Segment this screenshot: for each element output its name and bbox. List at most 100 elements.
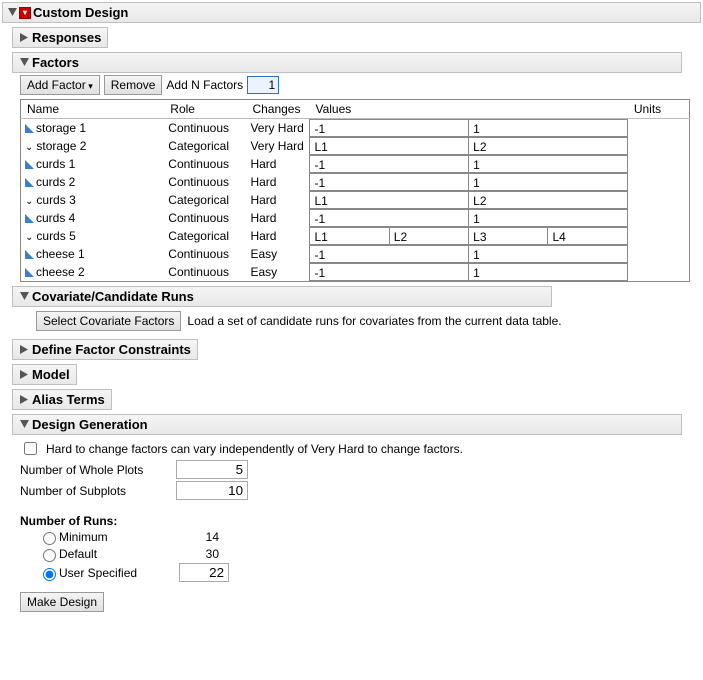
value-cell[interactable]: L3 (468, 227, 547, 245)
factor-row[interactable]: curds 2ContinuousHard-11 (21, 173, 690, 191)
runs-radio[interactable] (43, 549, 56, 562)
design-gen-header[interactable]: Design Generation (12, 414, 682, 435)
covariate-hint: Load a set of candidate runs for covaria… (187, 314, 561, 328)
value-cell[interactable]: L2 (389, 227, 468, 245)
factor-changes-cell[interactable]: Hard (246, 191, 309, 209)
vary-independently-checkbox[interactable] (24, 442, 37, 455)
factor-role-cell[interactable]: Continuous (164, 119, 246, 138)
factor-units-cell[interactable] (628, 137, 690, 155)
value-cell[interactable]: 1 (468, 173, 628, 191)
factor-name-cell[interactable]: curds 2 (21, 173, 165, 191)
categorical-icon: ⌄ (25, 196, 33, 207)
value-cell[interactable]: -1 (309, 173, 468, 191)
factor-units-cell[interactable] (628, 209, 690, 227)
disclosure-open-icon[interactable] (19, 292, 29, 302)
disclosure-closed-icon[interactable] (19, 345, 29, 355)
add-factor-dropdown[interactable]: Add Factor (20, 75, 100, 95)
make-design-button[interactable]: Make Design (20, 592, 104, 612)
factor-name-cell[interactable]: cheese 2 (21, 263, 165, 282)
disclosure-open-icon[interactable] (19, 58, 29, 68)
runs-heading: Number of Runs: (20, 514, 701, 528)
main-panel-header[interactable]: ▾ Custom Design (2, 2, 701, 23)
factor-units-cell[interactable] (628, 173, 690, 191)
value-cell[interactable]: -1 (309, 263, 468, 281)
factor-row[interactable]: ⌄curds 3CategoricalHardL1L2 (21, 191, 690, 209)
factor-role-cell[interactable]: Categorical (164, 137, 246, 155)
factor-units-cell[interactable] (628, 263, 690, 282)
value-cell[interactable]: L1 (309, 227, 388, 245)
factor-row[interactable]: cheese 1ContinuousEasy-11 (21, 245, 690, 263)
factor-row[interactable]: curds 4ContinuousHard-11 (21, 209, 690, 227)
factor-units-cell[interactable] (628, 245, 690, 263)
value-cell[interactable]: 1 (468, 155, 628, 173)
whole-plots-input[interactable] (176, 460, 248, 479)
factor-name-cell[interactable]: curds 1 (21, 155, 165, 173)
runs-radio[interactable] (43, 532, 56, 545)
factor-role-cell[interactable]: Continuous (164, 245, 246, 263)
value-cell[interactable]: L1 (309, 191, 468, 209)
factor-name-cell[interactable]: ⌄curds 5 (21, 227, 165, 245)
disclosure-open-icon[interactable] (19, 420, 29, 430)
value-cell[interactable]: -1 (309, 119, 468, 137)
factor-row[interactable]: ⌄curds 5CategoricalHardL1L2L3L4 (21, 227, 690, 245)
remove-button[interactable]: Remove (104, 75, 163, 95)
value-cell[interactable]: -1 (309, 245, 468, 263)
factor-units-cell[interactable] (628, 155, 690, 173)
factor-role-cell[interactable]: Continuous (164, 209, 246, 227)
factor-row[interactable]: storage 1ContinuousVery Hard-11 (21, 119, 690, 138)
runs-radio[interactable] (43, 568, 56, 581)
factor-role-cell[interactable]: Continuous (164, 155, 246, 173)
factor-row[interactable]: cheese 2ContinuousEasy-11 (21, 263, 690, 282)
factor-name-cell[interactable]: ⌄curds 3 (21, 191, 165, 209)
add-n-input[interactable] (247, 76, 279, 94)
value-cell[interactable]: L4 (547, 227, 627, 245)
factor-role-cell[interactable]: Continuous (164, 263, 246, 282)
value-cell[interactable]: 1 (468, 263, 628, 281)
value-cell[interactable]: L2 (468, 137, 628, 155)
factor-changes-cell[interactable]: Very Hard (246, 137, 309, 155)
continuous-icon (25, 250, 34, 259)
factor-units-cell[interactable] (628, 227, 690, 245)
alias-header[interactable]: Alias Terms (12, 389, 112, 410)
value-cell[interactable]: L2 (468, 191, 628, 209)
factor-changes-cell[interactable]: Easy (246, 263, 309, 282)
value-cell[interactable]: -1 (309, 155, 468, 173)
select-covariate-button[interactable]: Select Covariate Factors (36, 311, 181, 331)
subplots-input[interactable] (176, 481, 248, 500)
factor-row[interactable]: ⌄storage 2CategoricalVery HardL1L2 (21, 137, 690, 155)
user-specified-runs-input[interactable] (179, 563, 229, 582)
disclosure-closed-icon[interactable] (19, 370, 29, 380)
col-role: Role (164, 100, 246, 119)
factor-name-cell[interactable]: storage 1 (21, 119, 165, 138)
factor-changes-cell[interactable]: Hard (246, 209, 309, 227)
value-cell[interactable]: -1 (309, 209, 468, 227)
factor-changes-cell[interactable]: Hard (246, 173, 309, 191)
factor-changes-cell[interactable]: Hard (246, 155, 309, 173)
constraints-header[interactable]: Define Factor Constraints (12, 339, 198, 360)
factor-changes-cell[interactable]: Easy (246, 245, 309, 263)
disclosure-closed-icon[interactable] (19, 395, 29, 405)
factor-role-cell[interactable]: Continuous (164, 173, 246, 191)
factor-name-cell[interactable]: ⌄storage 2 (21, 137, 165, 155)
red-triangle-menu-icon[interactable]: ▾ (19, 7, 31, 19)
factors-header[interactable]: Factors (12, 52, 682, 73)
value-cell[interactable]: L1 (309, 137, 468, 155)
value-cell[interactable]: 1 (468, 119, 628, 137)
factor-changes-cell[interactable]: Very Hard (246, 119, 309, 138)
model-header[interactable]: Model (12, 364, 77, 385)
disclosure-open-icon[interactable] (7, 8, 17, 18)
responses-header[interactable]: Responses (12, 27, 108, 48)
factor-units-cell[interactable] (628, 119, 690, 138)
factor-role-cell[interactable]: Categorical (164, 191, 246, 209)
factor-name-cell[interactable]: curds 4 (21, 209, 165, 227)
factor-role-cell[interactable]: Categorical (164, 227, 246, 245)
factor-row[interactable]: curds 1ContinuousHard-11 (21, 155, 690, 173)
disclosure-closed-icon[interactable] (19, 33, 29, 43)
value-cell[interactable]: 1 (468, 245, 628, 263)
covariate-header[interactable]: Covariate/Candidate Runs (12, 286, 552, 307)
value-cell[interactable]: 1 (468, 209, 628, 227)
factor-changes-cell[interactable]: Hard (246, 227, 309, 245)
factor-name-cell[interactable]: cheese 1 (21, 245, 165, 263)
covariate-label: Covariate/Candidate Runs (32, 289, 194, 304)
factor-units-cell[interactable] (628, 191, 690, 209)
